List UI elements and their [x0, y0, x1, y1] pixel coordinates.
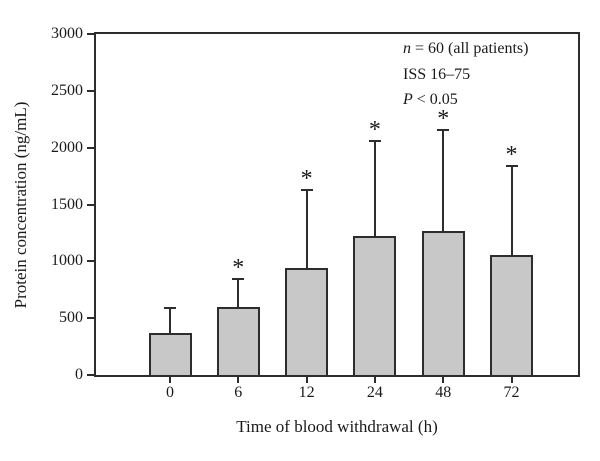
bar [353, 236, 397, 375]
y-axis-tick [87, 89, 94, 92]
y-axis-tick [87, 146, 94, 149]
x-axis-tick [510, 377, 513, 383]
annotation-line-n: n = 60 (all patients) [403, 36, 528, 62]
error-bar-line [237, 279, 240, 307]
x-axis-tick-label: 12 [298, 384, 315, 401]
y-axis-tick [87, 374, 94, 376]
x-axis-tick [305, 377, 308, 383]
error-bar-line [305, 190, 308, 269]
bar [490, 254, 533, 375]
significance-asterisk: * [368, 116, 381, 143]
y-axis-tick [87, 260, 94, 263]
y-axis-tick-label: 2500 [51, 81, 83, 99]
error-bar-cap [300, 188, 313, 191]
annotation-n-text: = 60 (all patients) [411, 40, 529, 57]
x-axis-tick-label: 24 [366, 384, 383, 401]
error-bar-cap [505, 165, 518, 167]
annotation-line-iss: ISS 16–75 [403, 65, 471, 83]
y-axis-tick-label: 500 [59, 309, 83, 327]
y-axis-tick-label: 1000 [51, 252, 83, 270]
annotation-block: n = 60 (all patients) ISS 16–75 P < 0.05 [403, 36, 528, 113]
significance-asterisk: * [232, 254, 245, 281]
error-bar-line [373, 142, 376, 237]
significance-asterisk: * [300, 165, 313, 192]
y-axis-tick-label: 3000 [51, 25, 83, 42]
annotation-line-p: P < 0.05 [403, 87, 528, 113]
annotation-p-text: < 0.05 [412, 91, 458, 108]
x-axis-tick [442, 377, 445, 383]
error-bar-cap [368, 139, 381, 142]
bar [216, 306, 260, 375]
bar [421, 230, 465, 375]
x-axis-tick [373, 377, 376, 383]
x-axis-tick [169, 377, 171, 383]
error-bar-line [442, 130, 445, 231]
bar [285, 268, 329, 375]
significance-asterisk: * [437, 105, 450, 132]
annotation-p-symbol: P [403, 91, 413, 108]
y-axis-tick [87, 203, 94, 206]
y-axis-tick-label: 0 [75, 366, 83, 383]
x-axis-title: Time of blood withdrawal (h) [236, 417, 438, 436]
y-axis-tick-label: 1500 [51, 195, 83, 213]
bar [148, 332, 192, 375]
x-axis-tick-label: 48 [435, 384, 452, 401]
error-bar-cap [437, 128, 450, 131]
annotation-n-symbol: n [403, 40, 411, 57]
error-bar-line [169, 309, 171, 333]
x-axis-tick-label: 72 [503, 384, 520, 401]
x-axis-tick [237, 377, 240, 383]
y-axis-tick [87, 33, 94, 35]
x-axis-tick-label: 6 [234, 384, 243, 401]
error-bar-cap [232, 277, 245, 280]
plot-area: * * * * * [94, 32, 580, 377]
error-bar-line [510, 167, 513, 255]
significance-asterisk: * [505, 141, 518, 168]
y-axis-tick-label: 2000 [51, 138, 83, 156]
x-axis-tick-label: 0 [166, 384, 174, 401]
error-bar-cap [164, 307, 176, 310]
y-axis-tick [87, 317, 94, 320]
